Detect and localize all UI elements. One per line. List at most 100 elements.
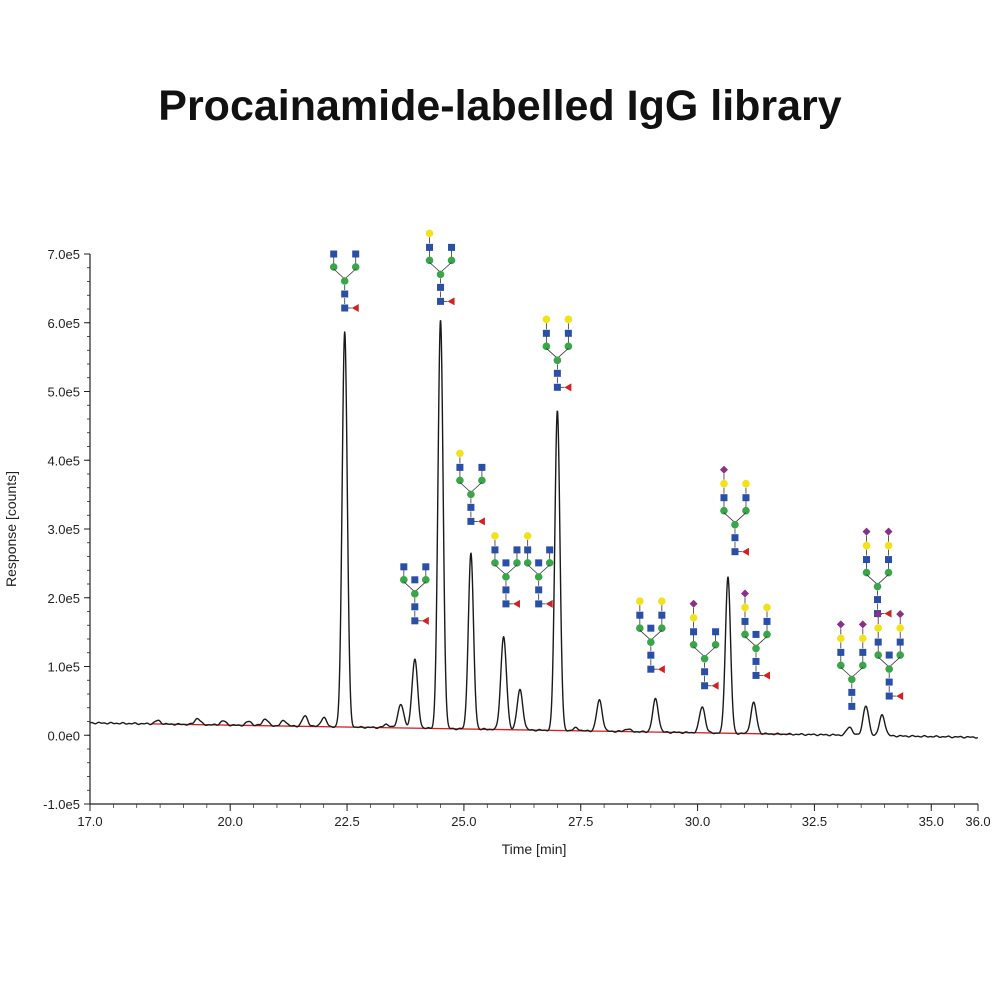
glycan-bond bbox=[538, 564, 550, 576]
galactose-icon bbox=[859, 634, 867, 643]
glcnac-icon bbox=[658, 611, 666, 619]
mannose-icon bbox=[720, 506, 728, 515]
galactose-icon bbox=[523, 532, 532, 540]
glcnac-icon bbox=[752, 657, 760, 665]
x-tick-label: 32.5 bbox=[802, 814, 827, 829]
mannose-icon bbox=[502, 573, 510, 581]
glcnac-icon bbox=[742, 494, 750, 502]
galactose-icon bbox=[720, 479, 728, 488]
glcnac-icon bbox=[411, 603, 419, 611]
galactose-icon bbox=[658, 597, 666, 605]
mannose-icon bbox=[885, 665, 893, 673]
galactose-icon bbox=[742, 479, 750, 488]
glcnac-icon bbox=[647, 665, 655, 673]
glycan-bond bbox=[840, 667, 853, 678]
mannose-icon bbox=[874, 651, 882, 659]
sialic-acid-icon bbox=[719, 465, 728, 474]
glcnac-icon bbox=[874, 638, 882, 646]
chromatogram-trace bbox=[89, 320, 979, 739]
glycan-bond bbox=[557, 348, 569, 359]
glcnac-icon bbox=[542, 329, 550, 337]
axes: -1.0e5 0.0e0 1.0e5 2.0e5 3.0e5 4.0e5 5.0e5 6.0e… bbox=[43, 247, 991, 829]
x-tick-label: 25.0 bbox=[451, 814, 476, 829]
galactose-icon bbox=[425, 229, 434, 238]
glycan-g1f-glcnac bbox=[491, 532, 521, 608]
glycan-g2fs2 bbox=[862, 527, 893, 618]
glcnac-icon bbox=[763, 617, 771, 625]
glcnac-icon bbox=[636, 611, 644, 619]
glcnac-icon bbox=[411, 617, 419, 625]
glycan-bond bbox=[494, 564, 507, 576]
glycan-bond bbox=[639, 629, 652, 641]
glycan-bond bbox=[877, 656, 890, 668]
glycan-bond bbox=[744, 636, 757, 647]
sialic-acid-icon bbox=[896, 610, 905, 619]
glycan-bond bbox=[429, 262, 441, 273]
mannose-icon bbox=[329, 263, 338, 271]
mannose-icon bbox=[491, 559, 499, 567]
fucose-icon bbox=[657, 665, 665, 674]
mannose-icon bbox=[542, 342, 551, 351]
mannose-icon bbox=[425, 256, 434, 265]
glycan-g2s2 bbox=[836, 620, 867, 710]
sialic-acid-icon bbox=[836, 620, 845, 629]
glcnac-icon bbox=[535, 600, 543, 608]
y-tick-label: 0.0e0 bbox=[47, 728, 80, 743]
glcnac-icon bbox=[701, 668, 709, 676]
glycan-g2f bbox=[542, 315, 573, 392]
glcnac-icon bbox=[731, 534, 739, 542]
mannose-icon bbox=[422, 576, 430, 584]
galactose-icon bbox=[874, 624, 882, 632]
glycan-g2fs1-glcnac bbox=[741, 589, 771, 680]
glcnac-icon bbox=[752, 671, 760, 679]
sialic-acid-icon bbox=[689, 599, 698, 608]
glcnac-icon bbox=[885, 678, 893, 686]
mannose-icon bbox=[447, 256, 456, 265]
mannose-icon bbox=[340, 277, 349, 285]
x-tick-label: 30.0 bbox=[685, 814, 710, 829]
fucose-icon bbox=[421, 616, 429, 625]
y-tick-label: 4.0e5 bbox=[47, 453, 80, 468]
mannose-icon bbox=[467, 490, 475, 499]
glcnac-icon bbox=[400, 563, 408, 571]
chart-title: Procainamide-labelled IgG library bbox=[158, 82, 842, 130]
mannose-icon bbox=[478, 476, 486, 485]
mannose-icon bbox=[689, 640, 698, 649]
galactose-icon bbox=[689, 613, 698, 622]
fucose-icon bbox=[763, 671, 770, 680]
glycan-g2fs1 bbox=[719, 465, 750, 556]
glycan-g0f bbox=[329, 250, 360, 312]
glcnac-icon bbox=[701, 682, 709, 690]
glycan-bond bbox=[650, 629, 663, 641]
glycan-bond bbox=[527, 564, 539, 576]
glycan-bond bbox=[704, 646, 716, 658]
glcnac-icon bbox=[720, 494, 728, 502]
glcnac-icon bbox=[341, 290, 349, 298]
glcnac-icon bbox=[437, 283, 445, 291]
glcnac-icon bbox=[341, 304, 349, 312]
traces bbox=[89, 320, 979, 739]
galactose-icon bbox=[636, 597, 644, 605]
mannose-icon bbox=[545, 559, 554, 567]
sialic-acid-icon bbox=[884, 527, 893, 536]
mannose-icon bbox=[636, 624, 644, 632]
sialic-acid-icon bbox=[741, 589, 749, 598]
glycan-bond bbox=[440, 262, 452, 273]
x-tick-label: 20.0 bbox=[218, 814, 243, 829]
mannose-icon bbox=[436, 270, 445, 279]
galactose-icon bbox=[884, 541, 893, 550]
glycan-bond bbox=[459, 482, 472, 493]
mannose-icon bbox=[534, 573, 543, 581]
mannose-icon bbox=[763, 630, 771, 639]
fucose-icon bbox=[896, 692, 904, 701]
glcnac-icon bbox=[437, 297, 445, 305]
glycan-bond bbox=[546, 348, 558, 359]
glycan-g2f-glcnac bbox=[636, 597, 666, 674]
x-tick-label: 17.0 bbox=[77, 814, 102, 829]
glcnac-icon bbox=[731, 548, 739, 556]
glycan-g0f-glcnac bbox=[400, 563, 430, 625]
glycan-bond bbox=[851, 667, 864, 678]
glcnac-icon bbox=[553, 383, 561, 391]
glycan-bond bbox=[414, 581, 427, 593]
